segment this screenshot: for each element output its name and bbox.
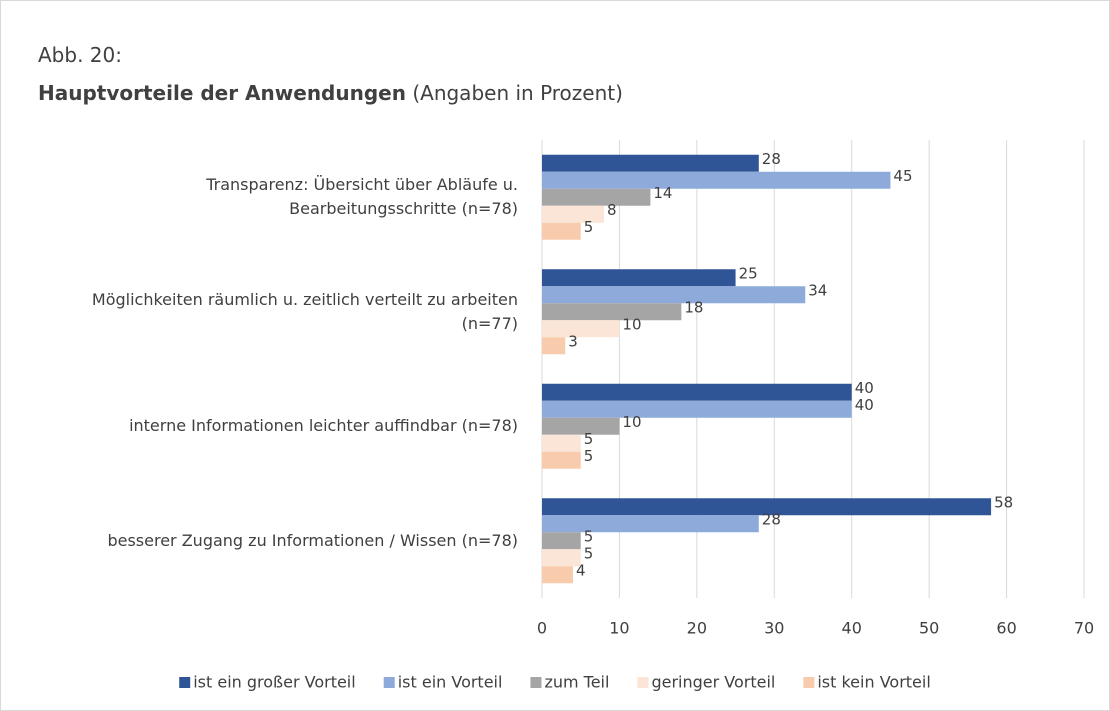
bar xyxy=(542,566,573,584)
chart-subtitle: (Angaben in Prozent) xyxy=(412,81,623,105)
bar xyxy=(542,205,604,223)
bar xyxy=(542,400,852,418)
legend-label: ist ein Vorteil xyxy=(398,673,503,692)
bar xyxy=(542,549,581,567)
value-label: 28 xyxy=(762,150,781,168)
bar xyxy=(542,303,682,321)
value-label: 28 xyxy=(762,510,781,528)
value-label: 40 xyxy=(855,396,874,414)
x-tick-label: 20 xyxy=(687,619,707,638)
x-tick-label: 60 xyxy=(996,619,1016,638)
bar xyxy=(542,451,581,469)
value-label: 5 xyxy=(584,527,594,545)
x-tick-label: 70 xyxy=(1074,619,1094,638)
category-label: Transparenz: Übersicht über Abläufe u. B… xyxy=(206,175,518,219)
x-tick-label: 30 xyxy=(764,619,784,638)
category-label: interne Informationen leichter auffindba… xyxy=(129,416,518,436)
legend-swatch xyxy=(637,677,649,688)
legend-label: ist kein Vorteil xyxy=(817,673,930,692)
bar xyxy=(542,320,620,338)
value-label: 34 xyxy=(808,281,827,299)
bar xyxy=(542,532,581,550)
legend-label: ist ein großer Vorteil xyxy=(193,673,356,692)
x-tick-label: 10 xyxy=(609,619,629,638)
x-tick-label: 0 xyxy=(537,619,547,638)
x-tick-label: 40 xyxy=(842,619,862,638)
bar xyxy=(542,269,736,287)
legend-label: zum Teil xyxy=(544,673,609,692)
value-label: 10 xyxy=(622,315,641,333)
value-label: 25 xyxy=(739,264,758,282)
bar xyxy=(542,286,806,304)
legend-swatch xyxy=(179,677,191,688)
legend-swatch xyxy=(530,677,542,688)
value-label: 10 xyxy=(622,413,641,431)
bar xyxy=(542,222,581,240)
titles: Abb. 20: Hauptvorteile der Anwendungen (… xyxy=(38,36,623,112)
bar xyxy=(542,434,581,452)
value-label: 58 xyxy=(994,493,1013,511)
chart-title: Hauptvorteile der Anwendungen xyxy=(38,81,406,105)
value-label: 5 xyxy=(584,430,594,448)
x-tick-label: 50 xyxy=(919,619,939,638)
value-label: 40 xyxy=(855,379,874,397)
value-label: 5 xyxy=(584,218,594,236)
value-label: 8 xyxy=(607,201,617,219)
legend-label: geringer Vorteil xyxy=(651,673,775,692)
value-label: 3 xyxy=(568,332,578,350)
value-label: 5 xyxy=(584,544,594,562)
category-label: Möglichkeiten räumlich u. zeitlich verte… xyxy=(91,289,518,333)
bar xyxy=(542,417,620,435)
bar xyxy=(542,188,651,206)
value-label: 4 xyxy=(576,561,586,579)
category-label: besserer Zugang zu Informationen / Wisse… xyxy=(107,530,518,550)
value-label: 18 xyxy=(684,298,703,316)
value-label: 45 xyxy=(893,167,912,185)
bar xyxy=(542,515,759,533)
bar xyxy=(542,498,992,516)
bar xyxy=(542,337,566,355)
legend-swatch xyxy=(383,677,395,688)
bar xyxy=(542,171,891,189)
title-prefix: Abb. 20: xyxy=(38,43,122,67)
legend-swatch xyxy=(803,677,815,688)
bar xyxy=(542,383,852,401)
bar xyxy=(542,154,759,172)
value-label: 14 xyxy=(653,184,672,202)
title-line: Hauptvorteile der Anwendungen (Angaben i… xyxy=(38,74,623,112)
value-label: 5 xyxy=(584,447,594,465)
